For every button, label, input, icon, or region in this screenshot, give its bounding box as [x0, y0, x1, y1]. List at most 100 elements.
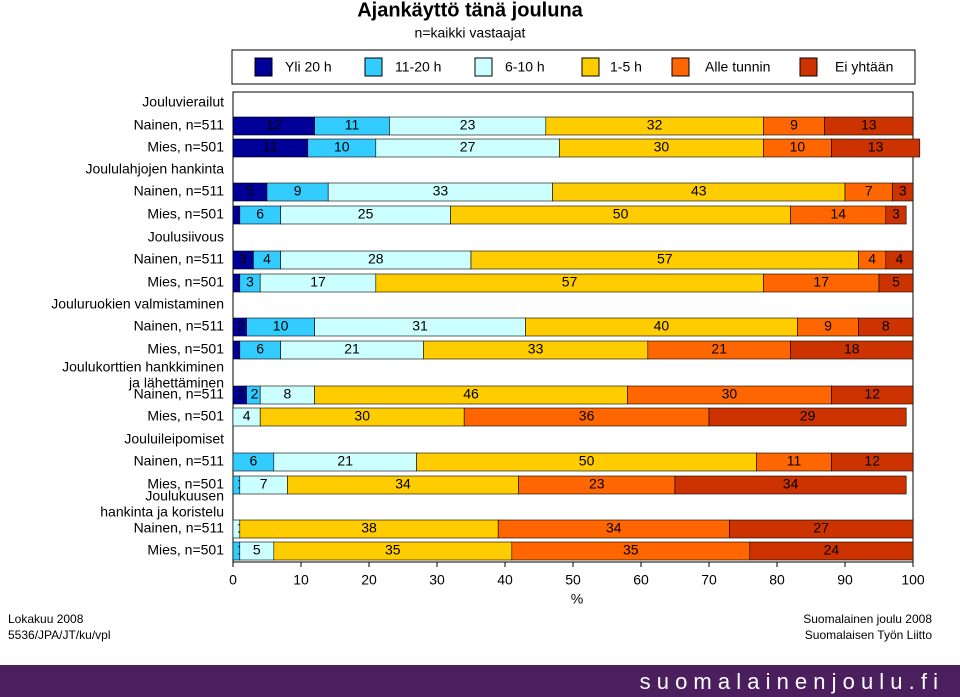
- value-label: 30: [354, 408, 370, 424]
- legend-swatch: [799, 57, 818, 77]
- y-tick-label: Mies, n=501: [147, 476, 224, 492]
- value-label: 23: [589, 476, 605, 492]
- value-label: 33: [433, 183, 449, 199]
- value-label: 8: [882, 318, 890, 334]
- group-label: ja lähettäminen: [128, 375, 224, 391]
- value-label: 21: [337, 453, 353, 469]
- value-label: 12: [864, 453, 880, 469]
- value-label: 21: [344, 341, 360, 357]
- y-tick-label: Mies, n=501: [147, 341, 224, 357]
- value-label: 11: [263, 139, 278, 155]
- footer-right: Suomalaisen Työn Liitto: [805, 628, 933, 642]
- value-label: 38: [361, 520, 377, 536]
- footer-bar: [0, 665, 960, 697]
- value-label: 13: [868, 139, 884, 155]
- bar-segment: [790, 340, 914, 360]
- bar-segment: [892, 182, 914, 202]
- x-tick-label: 100: [901, 572, 925, 588]
- y-tick-label: Nainen, n=511: [134, 520, 225, 536]
- value-label: 27: [813, 520, 829, 536]
- chart-subtitle: n=kaikki vastaajat: [415, 25, 526, 41]
- legend-box: [231, 49, 916, 85]
- value-label: 11: [345, 117, 360, 133]
- bar-segment: [831, 385, 914, 405]
- value-label: 46: [463, 386, 479, 402]
- x-axis-label: %: [571, 591, 583, 607]
- legend-swatch: [474, 57, 493, 77]
- value-label: 14: [830, 206, 846, 222]
- value-label: 12: [266, 117, 282, 133]
- value-label: 50: [579, 453, 595, 469]
- y-tick-label: Mies, n=501: [147, 274, 224, 290]
- group-label: hankinta ja koristelu: [100, 504, 224, 520]
- value-label: 6: [250, 453, 258, 469]
- legend-label: 6-10 h: [505, 59, 545, 75]
- bar-segment: [831, 138, 921, 158]
- value-label: 10: [790, 139, 806, 155]
- value-label: 35: [623, 542, 639, 558]
- value-label: 7: [260, 476, 268, 492]
- value-label: 34: [783, 476, 799, 492]
- group-label: Jouluileipomiset: [124, 431, 224, 447]
- y-tick-label: Nainen, n=511: [134, 251, 225, 267]
- chart-title: Ajankäyttö tänä jouluna: [357, 0, 583, 21]
- y-tick-label: Mies, n=501: [147, 408, 224, 424]
- group-label: Joulukorttien hankkiminen: [62, 359, 224, 375]
- value-label: 9: [294, 183, 302, 199]
- y-tick-label: Nainen, n=511: [134, 183, 225, 199]
- value-label: 11: [787, 453, 802, 469]
- value-label: 4: [243, 408, 251, 424]
- value-label: 30: [654, 139, 670, 155]
- group-label: Joulusiivous: [148, 229, 224, 245]
- legend-swatch: [671, 57, 690, 77]
- legend-label: Yli 20 h: [285, 59, 332, 75]
- value-label: 13: [861, 117, 877, 133]
- group-label: Joululahjojen hankinta: [85, 161, 224, 177]
- value-label: 35: [385, 542, 401, 558]
- value-label: 27: [460, 139, 476, 155]
- value-label: 23: [460, 117, 476, 133]
- y-tick-label: Nainen, n=511: [134, 117, 225, 133]
- value-label: 3: [892, 206, 900, 222]
- value-label: 36: [579, 408, 595, 424]
- value-label: 18: [844, 341, 860, 357]
- bar-segment: [824, 116, 914, 136]
- value-label: 7: [865, 183, 873, 199]
- value-label: 8: [284, 386, 292, 402]
- value-label: 24: [824, 542, 840, 558]
- x-tick-label: 90: [837, 572, 853, 588]
- x-tick-label: 20: [361, 572, 377, 588]
- value-label: 17: [813, 274, 829, 290]
- group-label: Joulukuusen: [145, 488, 224, 504]
- bar-segment: [708, 407, 907, 427]
- x-tick-label: 70: [701, 572, 717, 588]
- legend-label: Alle tunnin: [705, 59, 770, 75]
- value-label: 40: [654, 318, 670, 334]
- value-label: 4: [868, 251, 876, 267]
- value-label: 2: [251, 386, 259, 402]
- value-label: 57: [562, 274, 578, 290]
- legend-label: Ei yhtään: [835, 59, 893, 75]
- y-tick-label: Nainen, n=511: [134, 386, 225, 402]
- value-label: 32: [647, 117, 663, 133]
- value-label: 10: [273, 318, 289, 334]
- value-label: 34: [606, 520, 622, 536]
- legend-swatch: [254, 57, 273, 77]
- value-label: 34: [395, 476, 411, 492]
- y-tick-label: Nainen, n=511: [134, 318, 225, 334]
- bar-segment: [885, 205, 907, 225]
- value-label: 43: [691, 183, 707, 199]
- footer-left: 5536/JPA/JT/ku/vpl: [8, 628, 111, 642]
- value-label: 21: [711, 341, 727, 357]
- value-label: 33: [528, 341, 544, 357]
- site-name: s u o m a l a i n e n j o u l u . f i: [640, 669, 938, 694]
- legend-swatch: [364, 57, 383, 77]
- legend-swatch: [581, 57, 600, 77]
- x-tick-label: 50: [565, 572, 581, 588]
- value-label: 5: [246, 183, 254, 199]
- bar-segment: [878, 273, 914, 293]
- x-tick-label: 0: [229, 572, 237, 588]
- y-tick-label: Nainen, n=511: [134, 453, 225, 469]
- value-label: 10: [334, 139, 350, 155]
